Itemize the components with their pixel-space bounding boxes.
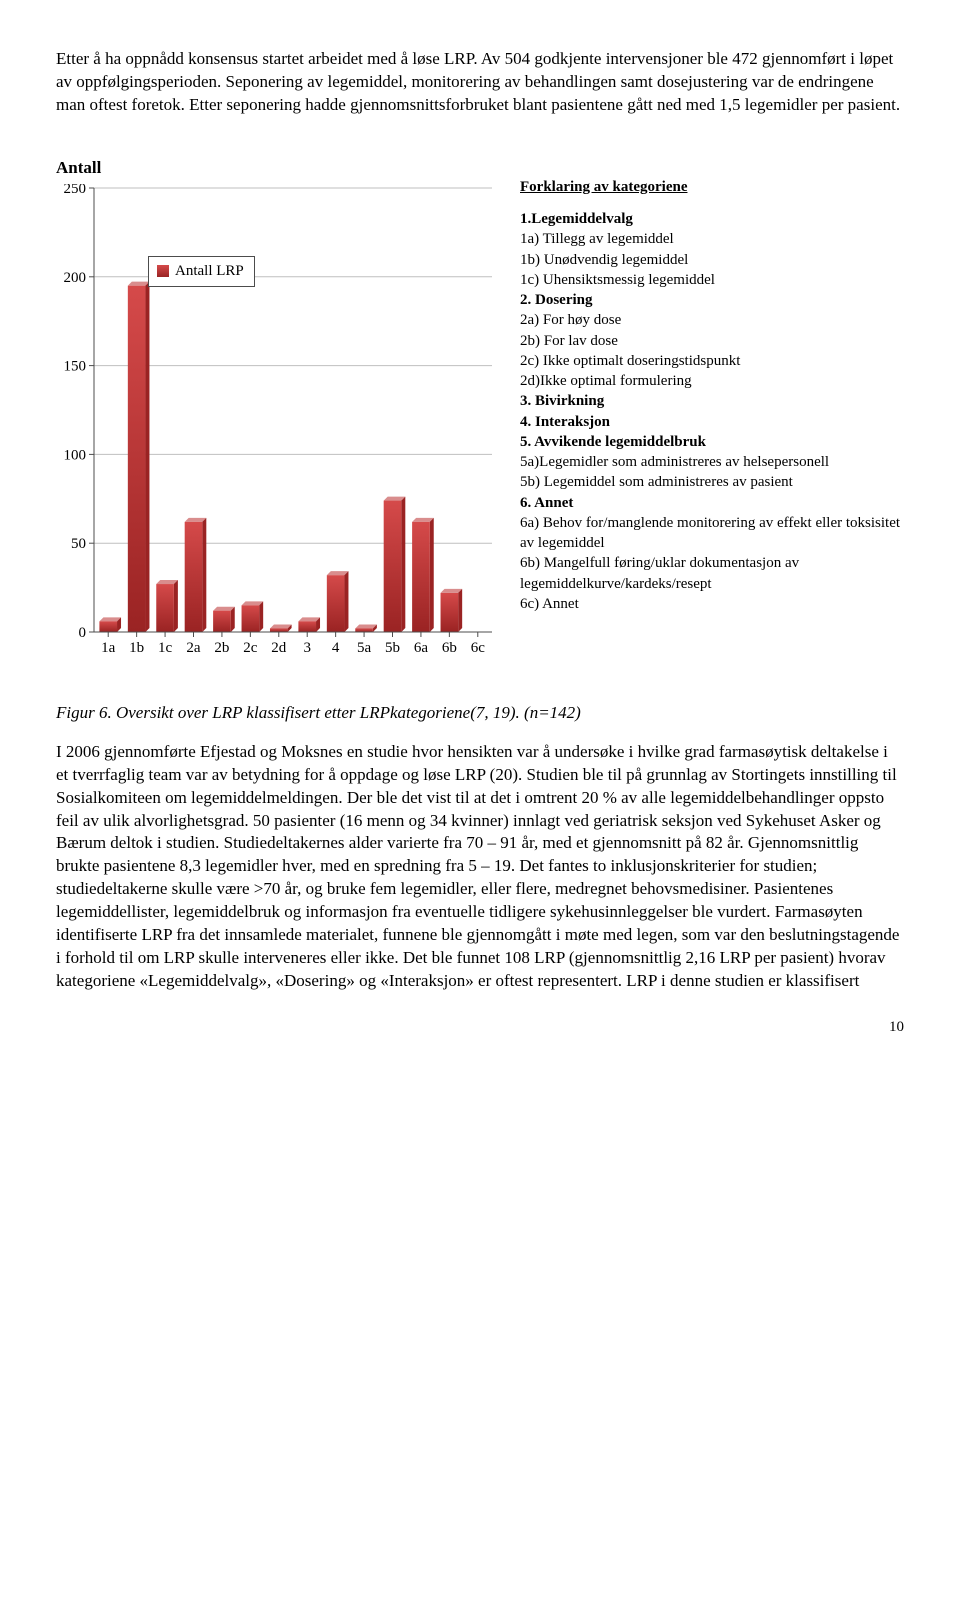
svg-text:4: 4: [332, 640, 340, 656]
cat-6a: 6a) Behov for/manglende monitorering av …: [520, 515, 900, 551]
chart-area: 0 50 100 150 200 250 1a 1b 1c 2a 2b 2c 2d 3 4 5a 5b 6a 6b 6…: [56, 184, 496, 674]
cat-1b: 1b) Unødvendig legemiddel: [520, 252, 688, 268]
category-explanation: Forklaring av kategoriene 1.Legemiddelva…: [520, 157, 904, 674]
svg-text:5b: 5b: [385, 640, 400, 656]
chart-legend: Antall LRP: [148, 256, 255, 287]
svg-text:2a: 2a: [186, 640, 201, 656]
cat-1c: 1c) Uhensiktsmessig legemiddel: [520, 272, 715, 288]
cat-5a: 5a)Legemidler som administreres av helse…: [520, 454, 829, 470]
svg-text:150: 150: [64, 358, 87, 374]
body-paragraph: I 2006 gjennomførte Efjestad og Moksnes …: [56, 741, 904, 993]
chart-and-legend: Antall 0 50 100 150 200 250 1a 1b 1c 2a 2b 2c 2d 3 4 5a…: [56, 157, 904, 674]
svg-text:2b: 2b: [214, 640, 229, 656]
cat-5-title: 5. Avvikende legemiddelbruk: [520, 434, 706, 450]
svg-text:1c: 1c: [158, 640, 173, 656]
svg-text:3: 3: [303, 640, 311, 656]
intro-paragraph: Etter å ha oppnådd konsensus startet arb…: [56, 48, 904, 117]
cat-2-title: 2. Dosering: [520, 292, 593, 308]
cat-6c: 6c) Annet: [520, 596, 579, 612]
cat-6-title: 6. Annet: [520, 495, 573, 511]
svg-text:100: 100: [64, 447, 87, 463]
chart-column: Antall 0 50 100 150 200 250 1a 1b 1c 2a 2b 2c 2d 3 4 5a…: [56, 157, 496, 674]
svg-text:250: 250: [64, 184, 87, 197]
svg-text:6c: 6c: [471, 640, 486, 656]
svg-text:2c: 2c: [243, 640, 258, 656]
bar-chart: 0 50 100 150 200 250 1a 1b 1c 2a 2b 2c 2d 3 4 5a 5b 6a 6b 6…: [56, 184, 496, 664]
page-number: 10: [56, 1017, 904, 1037]
cat-1-title: 1.Legemiddelvalg: [520, 211, 633, 227]
svg-text:6b: 6b: [442, 640, 457, 656]
cat-2b: 2b) For lav dose: [520, 333, 618, 349]
cat-5b: 5b) Legemiddel som administreres av pasi…: [520, 474, 793, 490]
cat-6b: 6b) Mangelfull føring/uklar dokumentasjo…: [520, 555, 799, 591]
explanation-heading: Forklaring av kategoriene: [520, 177, 687, 197]
legend-swatch-icon: [157, 265, 169, 277]
cat-1a: 1a) Tillegg av legemiddel: [520, 231, 674, 247]
cat-2c: 2c) Ikke optimalt doseringstidspunkt: [520, 353, 740, 369]
cat-2d: 2d)Ikke optimal formulering: [520, 373, 692, 389]
cat-4-title: 4. Interaksjon: [520, 414, 610, 430]
cat-2a: 2a) For høy dose: [520, 312, 621, 328]
figure-caption: Figur 6. Oversikt over LRP klassifisert …: [56, 702, 904, 725]
svg-text:0: 0: [79, 625, 87, 641]
svg-text:5a: 5a: [357, 640, 372, 656]
svg-text:2d: 2d: [271, 640, 287, 656]
svg-text:6a: 6a: [414, 640, 429, 656]
cat-3-title: 3. Bivirkning: [520, 393, 604, 409]
svg-text:1b: 1b: [129, 640, 144, 656]
svg-text:1a: 1a: [101, 640, 116, 656]
legend-label: Antall LRP: [175, 261, 244, 281]
chart-title: Antall: [56, 157, 496, 180]
svg-text:200: 200: [64, 270, 87, 286]
svg-text:50: 50: [71, 536, 86, 552]
